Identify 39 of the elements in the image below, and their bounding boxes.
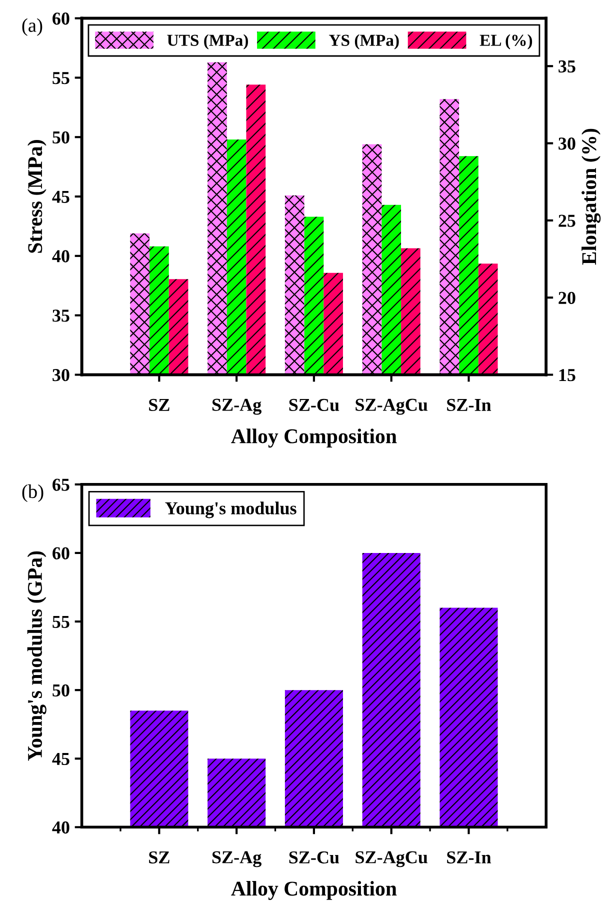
x-tick-label: SZ-Cu xyxy=(289,398,340,412)
y-tick-label: 50 xyxy=(52,131,70,144)
legend-label: YS (MPa) xyxy=(329,34,399,50)
y-tick-label: 35 xyxy=(52,310,70,322)
y2-tick-label: 15 xyxy=(559,369,576,382)
y-tick-label: 45 xyxy=(52,753,70,766)
text: (a) xyxy=(22,18,42,36)
x-tick-label: SZ xyxy=(149,851,170,864)
x-tick-label: SZ-AgCu xyxy=(356,851,428,868)
x-tick-label: SZ-In xyxy=(447,851,492,864)
y-tick-label: 45 xyxy=(52,190,70,203)
y2-axis-title: Elongation (%) xyxy=(582,128,601,265)
y2-tick-label: 30 xyxy=(558,138,576,150)
y2-tick-label: 20 xyxy=(558,292,576,304)
legend-label: Young's modulus xyxy=(165,502,296,518)
y2-tick-label: 35 xyxy=(558,60,576,73)
y-tick-label: 40 xyxy=(52,250,70,262)
x-tick-label: SZ-Ag xyxy=(212,851,262,868)
y-tick-label: 55 xyxy=(52,72,70,84)
x-axis-title: Alloy Composition xyxy=(231,428,397,448)
y2-tick-label: 25 xyxy=(558,214,576,227)
y-tick-label: 50 xyxy=(52,684,70,697)
y-tick-label: 30 xyxy=(52,368,70,382)
y-tick-label: 55 xyxy=(52,616,70,628)
legend-label: EL (%) xyxy=(480,34,532,50)
x-tick-label: SZ-Ag xyxy=(212,398,262,415)
y-tick-label: 65 xyxy=(52,478,70,491)
x-tick-label: SZ-Cu xyxy=(289,851,340,864)
y-tick-label: 60 xyxy=(52,547,70,560)
x-tick-label: SZ-AgCu xyxy=(356,398,428,415)
y-axis-title: Stress (MPa) xyxy=(27,140,46,253)
x-tick-label: SZ xyxy=(149,398,170,412)
text: (b) xyxy=(22,484,44,502)
x-tick-label: SZ-In xyxy=(447,398,492,412)
y-tick-label: 60 xyxy=(52,12,70,25)
y-tick-label: 40 xyxy=(52,821,70,834)
x-axis-title: Alloy Composition xyxy=(231,881,397,900)
y-axis-title: Young's modulus (GPa) xyxy=(27,551,46,761)
legend-label: UTS (MPa) xyxy=(167,34,248,50)
